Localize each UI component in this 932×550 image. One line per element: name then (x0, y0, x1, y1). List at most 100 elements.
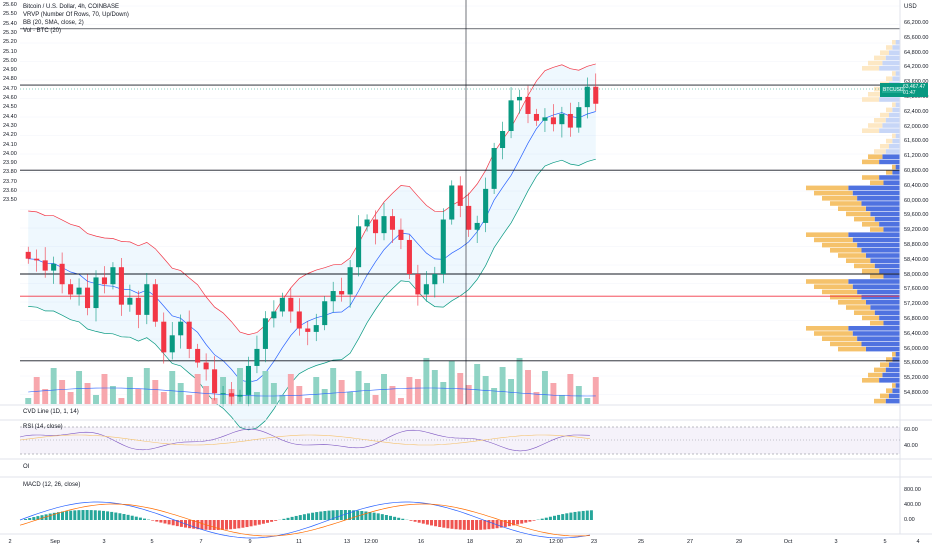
chart-title[interactable]: Bitcoin / U.S. Dollar, 4h, COINBASE (23, 4, 120, 10)
macd-histogram-bar (569, 512, 573, 520)
candle-body (356, 226, 362, 268)
candle-body (474, 222, 480, 230)
macd-histogram-bar (171, 520, 175, 526)
macd-histogram-bar (577, 511, 581, 520)
volume-bar (84, 383, 91, 404)
candle-body (457, 185, 463, 206)
profile-down-bar (868, 92, 883, 97)
macd-histogram-bar (188, 520, 192, 529)
volume-bar (50, 368, 57, 404)
profile-down-bar (874, 86, 886, 92)
macd-histogram-bar (430, 520, 433, 526)
profile-up-bar (895, 40, 900, 45)
candle-body (135, 297, 141, 315)
macd-histogram-bar (479, 520, 483, 530)
volume-bar (448, 361, 455, 404)
macd-histogram-bar (376, 513, 380, 520)
candle-body (68, 284, 74, 295)
profile-up-bar (895, 383, 900, 388)
volume-bar (431, 370, 438, 404)
macd-histogram-bar (323, 511, 327, 520)
profile-down-bar (880, 112, 889, 118)
macd-histogram-bar (356, 510, 360, 520)
right-axis-tick: 65,600.00 (904, 34, 929, 41)
right-axis-tick: 55,600.00 (904, 360, 929, 367)
candle-body (161, 321, 167, 353)
currency-label[interactable]: USD (904, 4, 917, 10)
indicator-bb[interactable]: BB (20, SMA, close, 2) (23, 20, 84, 26)
macd-histogram-bar (585, 510, 589, 520)
cvd-pane-label[interactable]: CVD Line (1D, 1, 14) (23, 409, 79, 415)
macd-histogram-bar (471, 520, 474, 530)
candle-body (593, 86, 599, 104)
profile-down-bar (838, 253, 866, 258)
indicator-vrvp[interactable]: VRVP (Number Of Rows, 70, Up/Down) (23, 12, 129, 18)
profile-down-bar (892, 102, 896, 107)
macd-histogram-bar (491, 520, 495, 529)
volume-bar (541, 371, 548, 404)
left-axis-tick: 24.10 (3, 141, 17, 148)
candle-body (347, 267, 353, 295)
left-axis-tick: 24.70 (3, 85, 17, 92)
candle-body (415, 274, 421, 295)
time-axis-tick: 5 (150, 539, 154, 545)
volume-bar (575, 386, 582, 404)
profile-down-bar (880, 393, 889, 399)
right-axis-tick: 54,800.00 (904, 390, 929, 396)
candle-body (271, 311, 277, 319)
right-axis-tick: 61,200.00 (904, 153, 929, 160)
profile-up-bar (883, 227, 900, 232)
volume-bar (567, 374, 574, 404)
macd-histogram-bar (286, 517, 290, 520)
macd-histogram-bar (475, 520, 479, 530)
profile-down-bar (868, 154, 883, 159)
volume-bar (135, 389, 142, 404)
volume-bar (364, 383, 371, 404)
left-axis-tick: 24.40 (3, 113, 17, 120)
volume-bar (59, 380, 66, 404)
profile-down-bar (854, 216, 875, 222)
profile-down-bar (874, 398, 886, 404)
candle-body (330, 291, 336, 302)
volume-bar (533, 392, 540, 404)
profile-up-bar (892, 138, 900, 144)
macd-histogram-bar (561, 514, 565, 520)
profile-down-bar (874, 55, 886, 61)
volume-bar (25, 398, 32, 404)
macd-histogram-bar (364, 511, 368, 520)
profile-down-bar (886, 357, 893, 362)
profile-up-bar (885, 118, 900, 123)
right-axis-tick: 66,200.00 (904, 20, 929, 26)
volume-bar (508, 379, 515, 404)
macd-histogram-bar (565, 513, 569, 520)
macd-histogram-bar (368, 512, 372, 520)
macd-histogram-bar (274, 520, 278, 521)
oi-pane-label[interactable]: OI (23, 464, 30, 470)
horizontal-levels[interactable] (20, 28, 900, 362)
macd-histogram-bar (352, 510, 356, 520)
left-axis-tick: 24.90 (3, 67, 17, 74)
macd-histogram-bar (442, 520, 446, 528)
profile-down-bar (862, 222, 880, 227)
candle-body (254, 348, 260, 366)
profile-down-bar (830, 248, 862, 253)
macd-histogram-bar (97, 510, 101, 520)
right-axis-tick: 63,600.00 (904, 79, 928, 85)
macd-pane-label[interactable]: MACD (12, 26, close) (23, 482, 81, 488)
indicator-volume[interactable]: Vol · BTC (20) (23, 28, 62, 34)
candle-body (339, 291, 345, 295)
candle-body (76, 287, 82, 295)
left-axis-tick: 24.30 (3, 122, 17, 129)
candle-body (34, 258, 40, 261)
macd-histogram-bar (282, 518, 286, 520)
macd-histogram-bar (192, 520, 196, 529)
macd-histogram-bar (401, 518, 405, 520)
macd-histogram-bar (520, 520, 524, 524)
profile-up-bar (889, 112, 900, 118)
macd-histogram-bar (212, 520, 216, 530)
rsi-pane-label[interactable]: RSI (14, close) (23, 424, 63, 430)
candle-body (372, 219, 379, 234)
profile-up-bar (852, 331, 900, 336)
macd-histogram-bar (339, 510, 343, 520)
